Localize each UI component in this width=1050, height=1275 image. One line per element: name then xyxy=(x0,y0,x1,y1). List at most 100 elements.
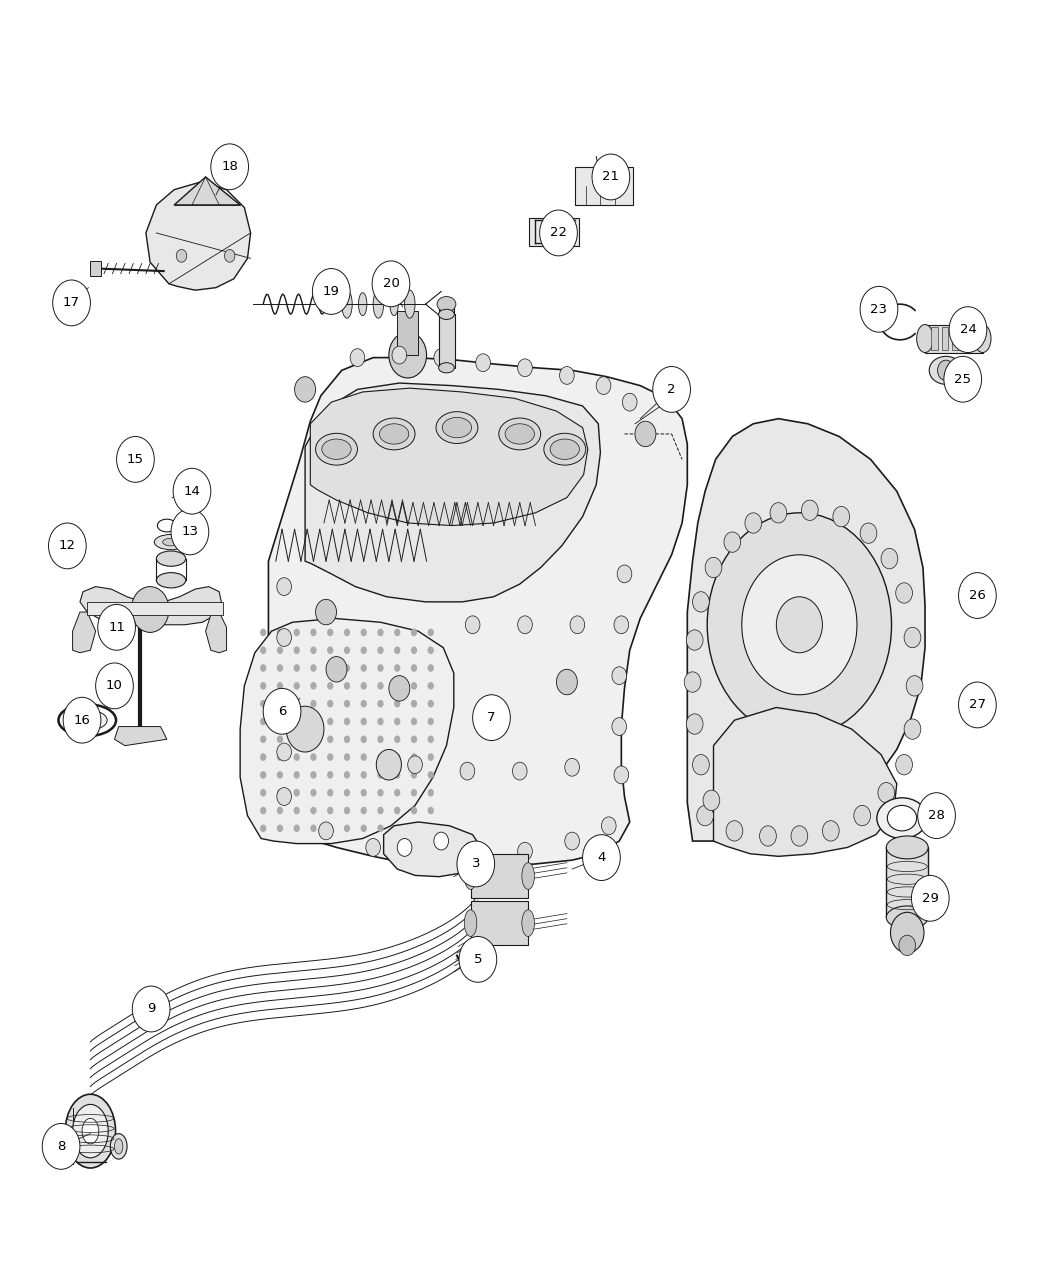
Circle shape xyxy=(294,629,300,636)
Circle shape xyxy=(959,572,996,618)
Ellipse shape xyxy=(373,418,415,450)
Circle shape xyxy=(313,269,350,315)
Circle shape xyxy=(360,629,366,636)
Circle shape xyxy=(394,789,400,797)
Ellipse shape xyxy=(439,310,455,320)
Circle shape xyxy=(328,646,333,654)
Ellipse shape xyxy=(974,325,991,352)
Circle shape xyxy=(411,646,417,654)
Circle shape xyxy=(906,676,923,696)
Circle shape xyxy=(465,845,480,863)
Circle shape xyxy=(427,646,434,654)
Circle shape xyxy=(311,718,317,725)
Circle shape xyxy=(460,762,475,780)
Circle shape xyxy=(377,629,383,636)
Circle shape xyxy=(411,682,417,690)
Circle shape xyxy=(311,771,317,779)
Ellipse shape xyxy=(404,291,415,319)
Circle shape xyxy=(472,695,510,741)
Circle shape xyxy=(801,500,818,520)
Text: 25: 25 xyxy=(954,372,971,386)
Circle shape xyxy=(294,718,300,725)
Circle shape xyxy=(878,783,895,803)
Circle shape xyxy=(556,669,578,695)
Circle shape xyxy=(360,754,366,761)
Circle shape xyxy=(411,718,417,725)
Bar xyxy=(942,328,948,349)
Circle shape xyxy=(343,629,350,636)
Text: 7: 7 xyxy=(487,711,496,724)
Circle shape xyxy=(328,736,333,743)
Circle shape xyxy=(260,664,267,672)
Bar xyxy=(925,325,983,352)
Polygon shape xyxy=(383,822,481,877)
Circle shape xyxy=(854,806,870,826)
Polygon shape xyxy=(114,727,167,746)
Circle shape xyxy=(617,565,632,583)
Circle shape xyxy=(394,736,400,743)
Circle shape xyxy=(294,807,300,815)
Circle shape xyxy=(316,599,336,625)
Circle shape xyxy=(635,421,656,446)
Circle shape xyxy=(833,506,849,527)
Circle shape xyxy=(277,692,292,710)
Circle shape xyxy=(343,825,350,833)
Ellipse shape xyxy=(522,910,534,936)
Circle shape xyxy=(311,700,317,708)
Circle shape xyxy=(407,756,422,774)
Circle shape xyxy=(904,719,921,739)
Circle shape xyxy=(377,825,383,833)
Circle shape xyxy=(360,825,366,833)
Bar xyxy=(952,328,959,349)
Circle shape xyxy=(327,657,346,682)
Circle shape xyxy=(343,754,350,761)
Bar xyxy=(439,307,454,346)
Bar xyxy=(529,218,580,246)
Circle shape xyxy=(959,682,996,728)
Circle shape xyxy=(294,789,300,797)
Circle shape xyxy=(881,548,898,569)
Circle shape xyxy=(612,718,627,736)
Circle shape xyxy=(411,754,417,761)
Circle shape xyxy=(360,789,366,797)
Circle shape xyxy=(311,646,317,654)
Circle shape xyxy=(277,825,284,833)
Circle shape xyxy=(612,667,627,685)
Circle shape xyxy=(287,706,324,752)
Ellipse shape xyxy=(322,439,351,459)
Ellipse shape xyxy=(877,798,927,839)
Circle shape xyxy=(596,376,611,394)
Ellipse shape xyxy=(67,710,107,731)
Ellipse shape xyxy=(437,297,456,312)
Circle shape xyxy=(377,682,383,690)
Circle shape xyxy=(260,736,267,743)
Circle shape xyxy=(328,825,333,833)
Polygon shape xyxy=(146,182,251,291)
Circle shape xyxy=(311,664,317,672)
Circle shape xyxy=(476,353,490,371)
Circle shape xyxy=(117,436,154,482)
Circle shape xyxy=(131,586,169,632)
Circle shape xyxy=(697,806,714,826)
Circle shape xyxy=(518,843,532,861)
Circle shape xyxy=(394,646,400,654)
Circle shape xyxy=(427,700,434,708)
Polygon shape xyxy=(306,382,601,602)
Circle shape xyxy=(343,736,350,743)
Circle shape xyxy=(277,789,284,797)
Text: 27: 27 xyxy=(969,699,986,711)
Bar xyxy=(470,854,528,899)
Text: 9: 9 xyxy=(147,1002,155,1015)
Circle shape xyxy=(260,789,267,797)
Circle shape xyxy=(328,807,333,815)
Ellipse shape xyxy=(358,293,366,316)
Circle shape xyxy=(693,592,710,612)
Circle shape xyxy=(62,537,77,555)
Text: 10: 10 xyxy=(106,680,123,692)
Circle shape xyxy=(899,935,916,955)
Circle shape xyxy=(277,664,284,672)
Circle shape xyxy=(260,718,267,725)
Circle shape xyxy=(328,700,333,708)
Circle shape xyxy=(741,555,857,695)
Polygon shape xyxy=(72,612,96,653)
